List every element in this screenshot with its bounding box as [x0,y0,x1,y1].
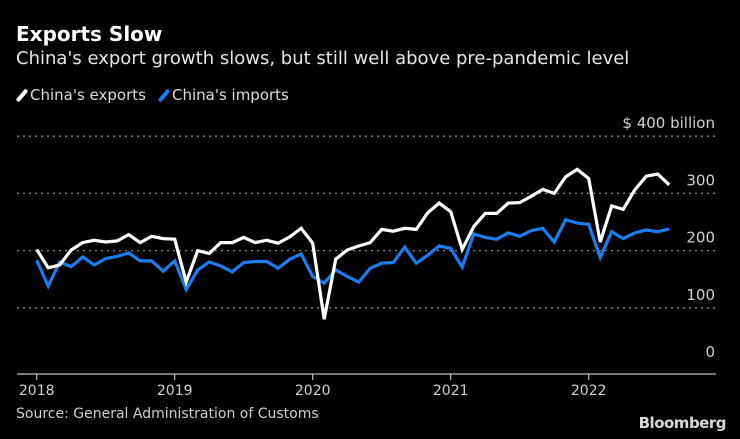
y-tick-label-400: $ 400 billion [622,114,715,132]
gridlines [17,135,716,309]
legend-label-imports: China's imports [171,86,289,104]
x-tick-label-2021: 2021 [433,383,469,399]
x-axis: 2018 2019 2020 2021 2022 [17,373,716,399]
series-line-imports [35,217,670,294]
series-line-exports [35,167,671,320]
series-lines [35,167,671,320]
y-axis-labels: 0 100 200 300 $ 400 billion [622,114,715,361]
chart-title: Exports Slow [16,22,163,46]
x-tick-label-2020: 2020 [295,383,331,399]
y-tick-label-200: 200 [686,229,715,247]
x-tick-label-2022: 2022 [571,383,607,399]
y-tick-label-100: 100 [686,286,715,304]
x-tick-label-2018: 2018 [19,383,55,399]
y-tick-label-0: 0 [705,343,715,361]
y-tick-label-300: 300 [686,171,715,189]
legend-label-exports: China's exports [30,86,146,104]
x-tick-label-2019: 2019 [157,383,193,399]
source-note: Source: General Administration of Custom… [16,406,319,422]
bloomberg-logo: Bloomberg [638,414,727,432]
legend-item-imports: China's imports [157,86,289,104]
legend-item-exports: China's exports [15,86,146,104]
chart-subtitle: China's export growth slows, but still w… [16,48,630,69]
legend: China's exports China's imports [15,86,295,104]
